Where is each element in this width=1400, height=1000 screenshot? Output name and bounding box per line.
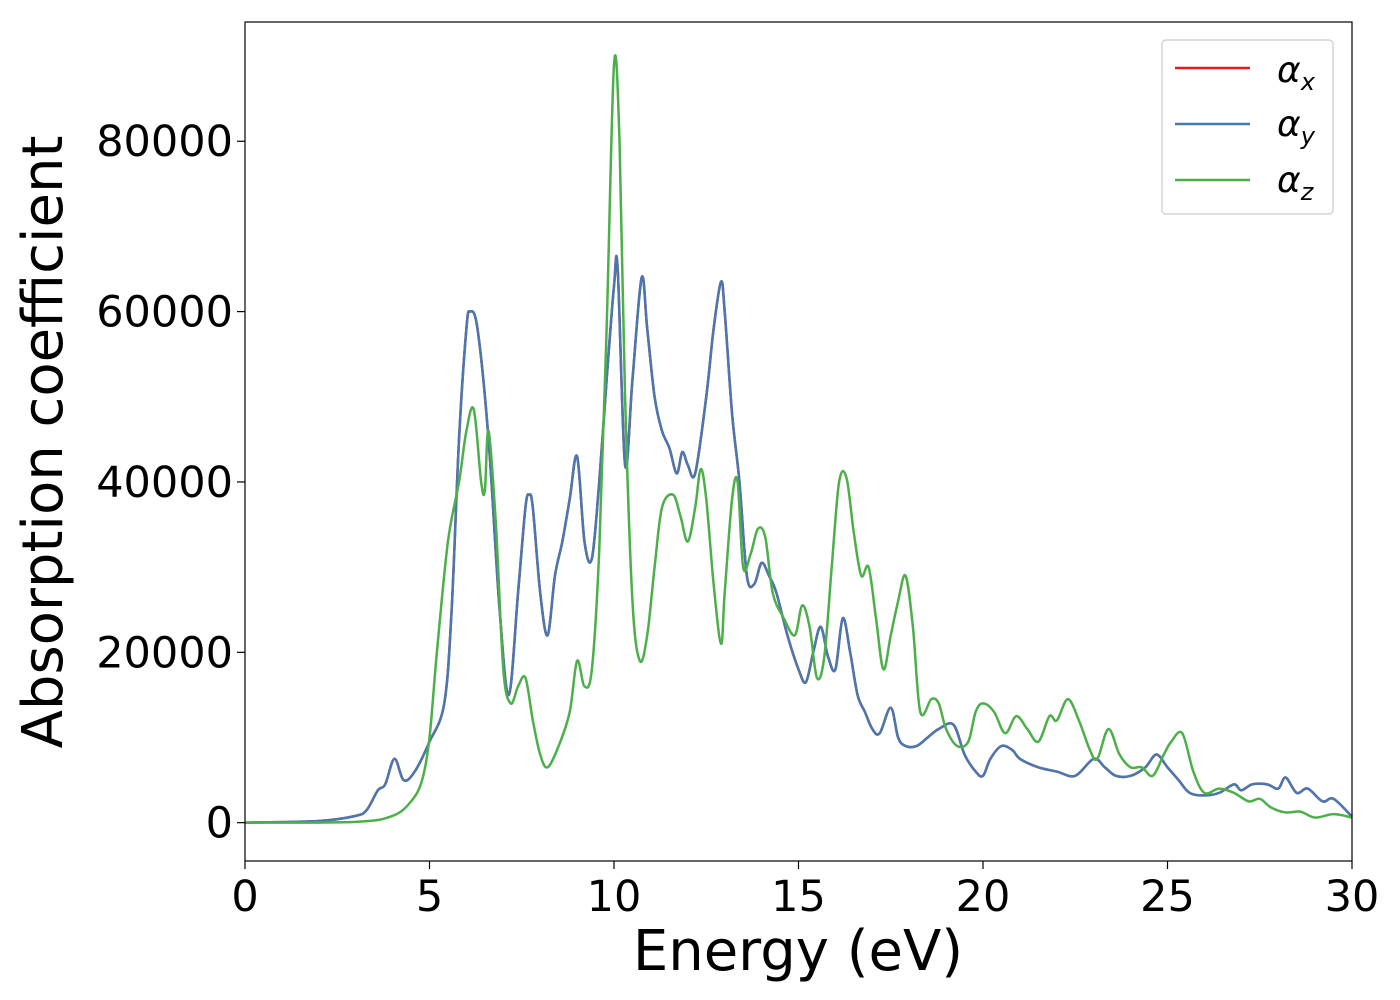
x-tick-label: 30: [1325, 872, 1380, 922]
x-axis: 0 5 10 15 20 25 30: [231, 861, 1379, 922]
x-tick-label: 0: [231, 872, 258, 922]
x-axis-title: Energy (eV): [633, 919, 963, 984]
y-tick-label: 20000: [96, 628, 233, 678]
x-tick-label: 25: [1140, 872, 1195, 922]
y-axis-title: Absorption coefficient: [11, 136, 76, 749]
series-alpha-z-line: [244, 54, 1353, 824]
legend-label-y-sub: y: [1300, 122, 1316, 150]
y-tick-label: 0: [206, 799, 233, 849]
legend-label-z-name: α: [1277, 160, 1301, 201]
y-tick-label: 80000: [96, 117, 233, 167]
legend-label-x: αx: [1277, 50, 1316, 96]
legend-box: [1161, 39, 1334, 215]
legend: αx αy αz: [1161, 39, 1334, 215]
x-tick-label: 10: [587, 872, 642, 922]
y-axis: 0 20000 40000 60000 80000: [96, 117, 245, 849]
x-tick-label: 15: [771, 872, 826, 922]
x-tick-label: 5: [416, 872, 443, 922]
legend-label-x-name: α: [1277, 50, 1301, 91]
legend-label-z: αz: [1277, 160, 1315, 206]
legend-label-y: αy: [1277, 104, 1316, 150]
y-tick-label: 60000: [96, 288, 233, 338]
legend-label-z-sub: z: [1300, 178, 1315, 206]
x-tick-label: 20: [956, 872, 1011, 922]
legend-label-y-name: α: [1277, 104, 1301, 145]
legend-label-x-sub: x: [1300, 68, 1316, 96]
series-layer: [244, 54, 1353, 824]
y-tick-label: 40000: [96, 458, 233, 508]
